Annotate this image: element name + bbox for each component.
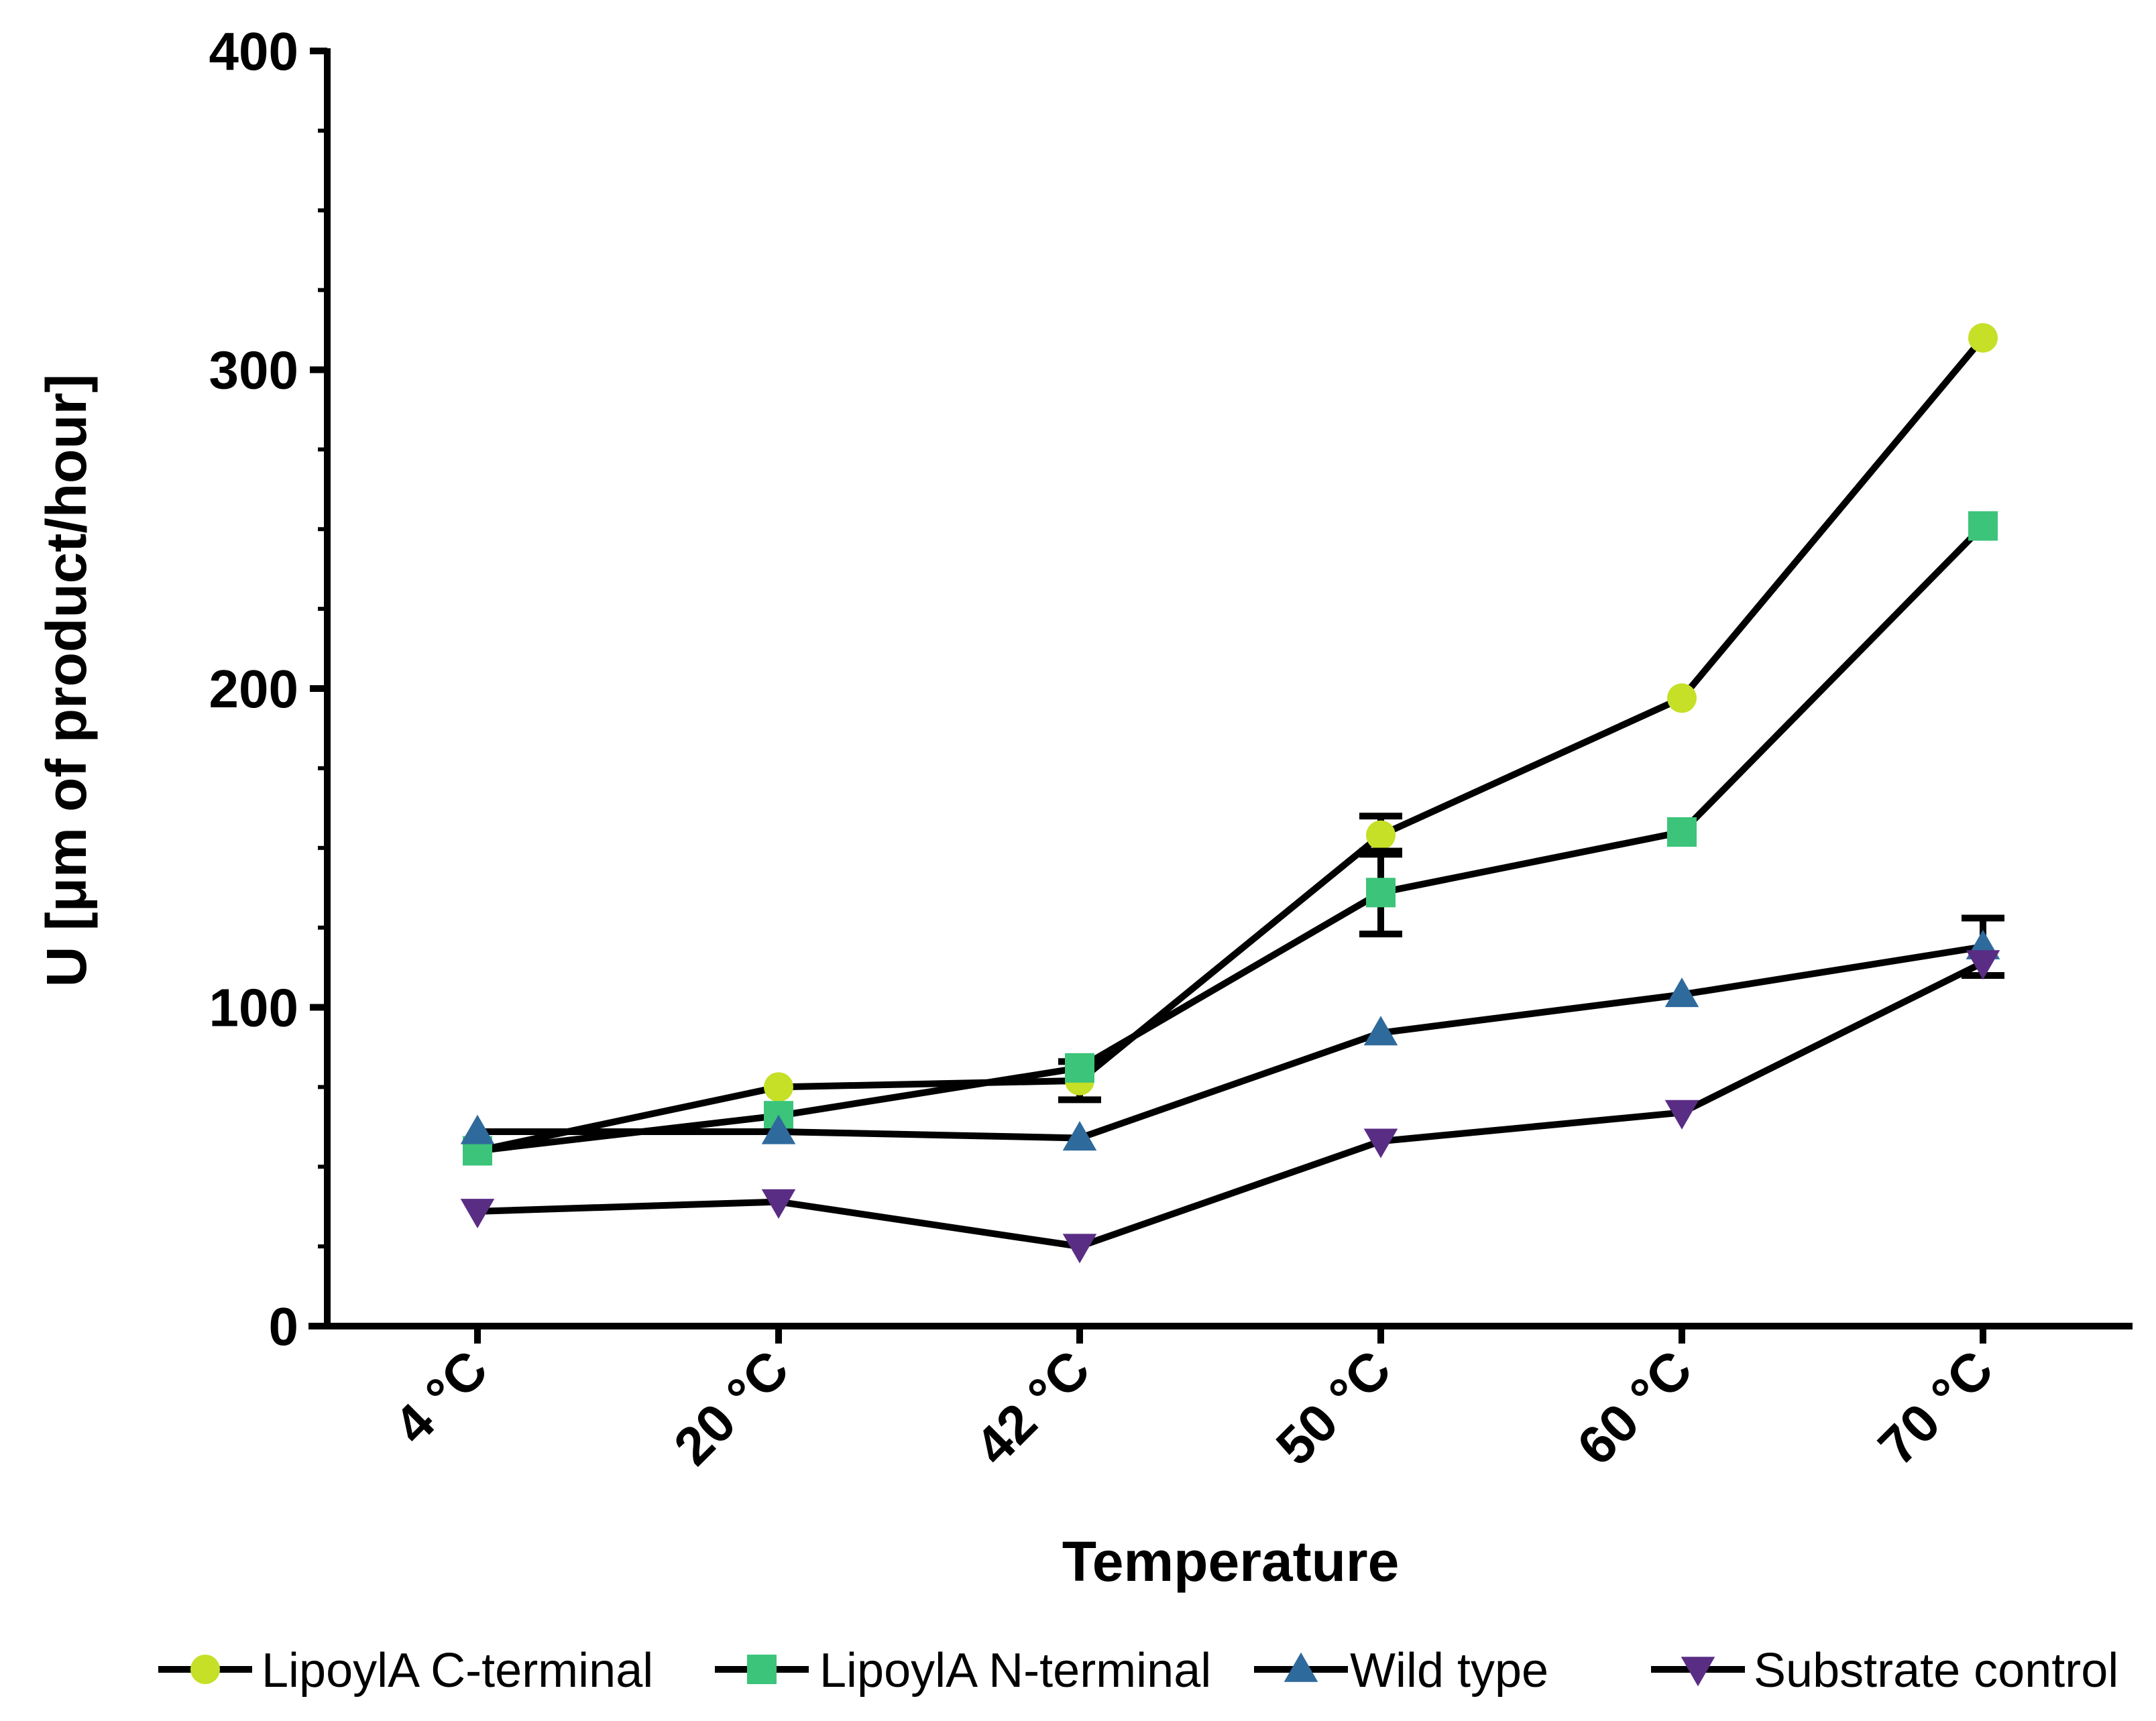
legend-marker [1284, 1652, 1318, 1682]
legend-item: LipoylA C-terminal [158, 1644, 653, 1698]
x-tick-label: 4 °C [382, 1339, 499, 1456]
legend-item: Substrate control [1651, 1644, 2118, 1698]
legend-label: LipoylA C-terminal [262, 1644, 653, 1698]
data-point [1065, 1053, 1094, 1083]
data-point [1667, 683, 1697, 713]
legend-label: Wild type [1350, 1644, 1548, 1698]
x-tick-label: 42 °C [964, 1339, 1101, 1476]
data-point [460, 1199, 495, 1229]
data-point [1062, 1234, 1097, 1264]
legend-marker [1681, 1657, 1715, 1687]
series-lipoyla-c-terminal [463, 322, 1998, 1166]
x-tick-label: 50 °C [1265, 1339, 1402, 1476]
x-tick-label: 70 °C [1867, 1339, 2004, 1476]
data-point [460, 1114, 495, 1144]
legend-marker [747, 1655, 777, 1684]
series-line [476, 335, 1986, 1154]
x-tick-label: 60 °C [1566, 1339, 1703, 1476]
data-point [1667, 817, 1697, 847]
series-layer [460, 322, 2004, 1264]
y-tick-label: 0 [269, 1297, 299, 1356]
data-point [1366, 878, 1396, 908]
data-point [761, 1189, 796, 1219]
series-line [477, 523, 1986, 1154]
data-point [1664, 1100, 1699, 1130]
y-axis-title: U [μm of product/hour] [35, 374, 98, 988]
data-point [764, 1072, 793, 1102]
legend-label: Substrate control [1754, 1644, 2118, 1698]
y-ticks: 0 100 200 300 400 [209, 21, 327, 1356]
series-line [477, 943, 1984, 1142]
data-point [1968, 322, 1998, 353]
data-point [1664, 977, 1699, 1008]
x-tick-label: 20 °C [663, 1339, 800, 1476]
y-tick-label: 400 [209, 21, 298, 81]
x-ticks: 4 °C 20 °C 42 °C 50 °C 60 °C 70 °C [382, 1326, 2004, 1476]
x-axis-title: Temperature [1062, 1530, 1400, 1593]
legend-item: Wild type [1254, 1644, 1548, 1698]
series-wild-type [460, 914, 2004, 1151]
legend-label: LipoylA N-terminal [819, 1644, 1211, 1698]
data-point [1966, 950, 2000, 980]
data-point [761, 1114, 796, 1144]
legend-marker [190, 1655, 220, 1684]
legend: LipoylA C-terminal LipoylA N-terminal Wild… [158, 1644, 2118, 1698]
data-point [1968, 511, 1998, 541]
data-point [1366, 820, 1396, 850]
y-tick-label: 100 [209, 978, 298, 1038]
series-substrate-control [460, 950, 2000, 1264]
legend-item: LipoylA N-terminal [715, 1644, 1211, 1698]
data-point [1062, 1121, 1097, 1151]
data-point [1363, 1128, 1398, 1159]
y-tick-label: 300 [209, 341, 298, 400]
series-line [477, 959, 1985, 1250]
y-tick-label: 200 [209, 659, 298, 719]
data-point [1363, 1016, 1398, 1046]
